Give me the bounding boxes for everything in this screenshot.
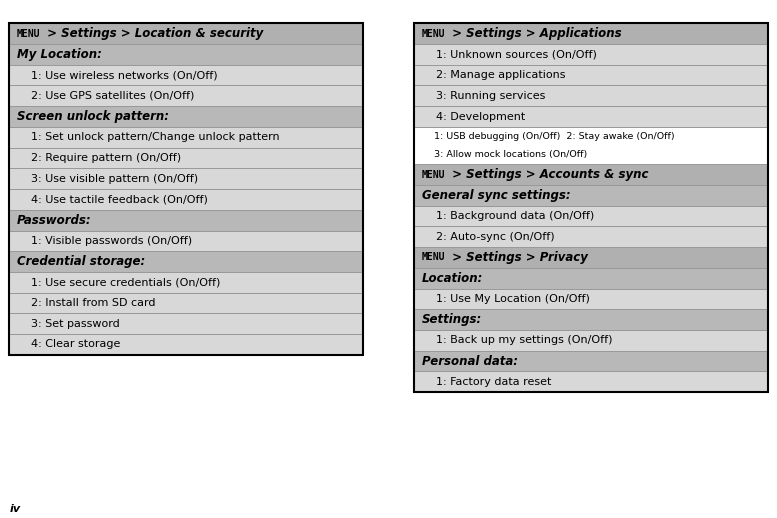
- Text: General sync settings:: General sync settings:: [422, 189, 570, 202]
- FancyBboxPatch shape: [9, 231, 363, 251]
- Text: 1: Use wireless networks (On/Off): 1: Use wireless networks (On/Off): [17, 70, 218, 80]
- FancyBboxPatch shape: [9, 251, 363, 272]
- Text: 1: Use My Location (On/Off): 1: Use My Location (On/Off): [422, 294, 590, 304]
- FancyBboxPatch shape: [414, 330, 768, 351]
- FancyBboxPatch shape: [414, 247, 768, 268]
- Text: 2: Require pattern (On/Off): 2: Require pattern (On/Off): [17, 153, 181, 163]
- Text: 4: Clear storage: 4: Clear storage: [17, 339, 120, 350]
- Text: iv: iv: [9, 504, 20, 514]
- Text: Personal data:: Personal data:: [422, 354, 518, 368]
- FancyBboxPatch shape: [9, 313, 363, 334]
- Text: 1: Unknown sources (On/Off): 1: Unknown sources (On/Off): [422, 49, 597, 60]
- Text: 4: Use tactile feedback (On/Off): 4: Use tactile feedback (On/Off): [17, 194, 208, 205]
- Text: 1: USB debugging (On/Off)  2: Stay awake (On/Off): 1: USB debugging (On/Off) 2: Stay awake …: [434, 132, 674, 141]
- Text: MENU: MENU: [17, 28, 40, 39]
- Text: 1: Set unlock pattern/Change unlock pattern: 1: Set unlock pattern/Change unlock patt…: [17, 132, 280, 142]
- Text: 3: Set password: 3: Set password: [17, 319, 120, 329]
- FancyBboxPatch shape: [414, 185, 768, 206]
- Text: MENU: MENU: [422, 252, 445, 263]
- FancyBboxPatch shape: [414, 351, 768, 371]
- Text: 4: Development: 4: Development: [422, 111, 525, 122]
- FancyBboxPatch shape: [9, 65, 363, 85]
- FancyBboxPatch shape: [9, 127, 363, 148]
- FancyBboxPatch shape: [414, 85, 768, 106]
- FancyBboxPatch shape: [414, 309, 768, 330]
- Text: > Settings > Accounts & sync: > Settings > Accounts & sync: [448, 168, 648, 181]
- FancyBboxPatch shape: [414, 106, 768, 127]
- FancyBboxPatch shape: [9, 23, 363, 44]
- FancyBboxPatch shape: [414, 23, 768, 44]
- Text: MENU: MENU: [422, 28, 445, 39]
- Text: MENU: MENU: [422, 169, 445, 180]
- Text: > Settings > Privacy: > Settings > Privacy: [448, 251, 587, 264]
- Text: 1: Back up my settings (On/Off): 1: Back up my settings (On/Off): [422, 335, 612, 346]
- FancyBboxPatch shape: [9, 210, 363, 231]
- FancyBboxPatch shape: [9, 44, 363, 65]
- FancyBboxPatch shape: [414, 44, 768, 65]
- Text: 2: Use GPS satellites (On/Off): 2: Use GPS satellites (On/Off): [17, 91, 194, 101]
- Text: 2: Manage applications: 2: Manage applications: [422, 70, 566, 80]
- Text: 1: Factory data reset: 1: Factory data reset: [422, 377, 552, 387]
- Text: Settings:: Settings:: [422, 313, 483, 326]
- Text: 3: Use visible pattern (On/Off): 3: Use visible pattern (On/Off): [17, 174, 198, 184]
- Text: Credential storage:: Credential storage:: [17, 255, 145, 268]
- FancyBboxPatch shape: [9, 293, 363, 313]
- Text: My Location:: My Location:: [17, 48, 102, 61]
- FancyBboxPatch shape: [9, 189, 363, 210]
- Text: 2: Install from SD card: 2: Install from SD card: [17, 298, 155, 308]
- Text: Passwords:: Passwords:: [17, 213, 92, 227]
- Text: 1: Visible passwords (On/Off): 1: Visible passwords (On/Off): [17, 236, 192, 246]
- Text: 3: Running services: 3: Running services: [422, 91, 545, 101]
- Text: 1: Use secure credentials (On/Off): 1: Use secure credentials (On/Off): [17, 277, 221, 287]
- FancyBboxPatch shape: [414, 127, 768, 164]
- FancyBboxPatch shape: [9, 106, 363, 127]
- Text: > Settings > Location & security: > Settings > Location & security: [43, 27, 263, 40]
- FancyBboxPatch shape: [9, 272, 363, 293]
- FancyBboxPatch shape: [414, 206, 768, 226]
- FancyBboxPatch shape: [414, 268, 768, 289]
- Text: 3: Allow mock locations (On/Off): 3: Allow mock locations (On/Off): [434, 150, 587, 160]
- Text: 2: Auto-sync (On/Off): 2: Auto-sync (On/Off): [422, 232, 555, 242]
- FancyBboxPatch shape: [9, 85, 363, 106]
- FancyBboxPatch shape: [9, 148, 363, 168]
- FancyBboxPatch shape: [414, 226, 768, 247]
- FancyBboxPatch shape: [414, 65, 768, 85]
- FancyBboxPatch shape: [9, 334, 363, 355]
- FancyBboxPatch shape: [414, 371, 768, 392]
- Text: Screen unlock pattern:: Screen unlock pattern:: [17, 110, 169, 123]
- FancyBboxPatch shape: [414, 289, 768, 309]
- Text: Location:: Location:: [422, 271, 483, 285]
- FancyBboxPatch shape: [9, 168, 363, 189]
- Text: > Settings > Applications: > Settings > Applications: [448, 27, 621, 40]
- FancyBboxPatch shape: [414, 164, 768, 185]
- Text: 1: Background data (On/Off): 1: Background data (On/Off): [422, 211, 594, 221]
